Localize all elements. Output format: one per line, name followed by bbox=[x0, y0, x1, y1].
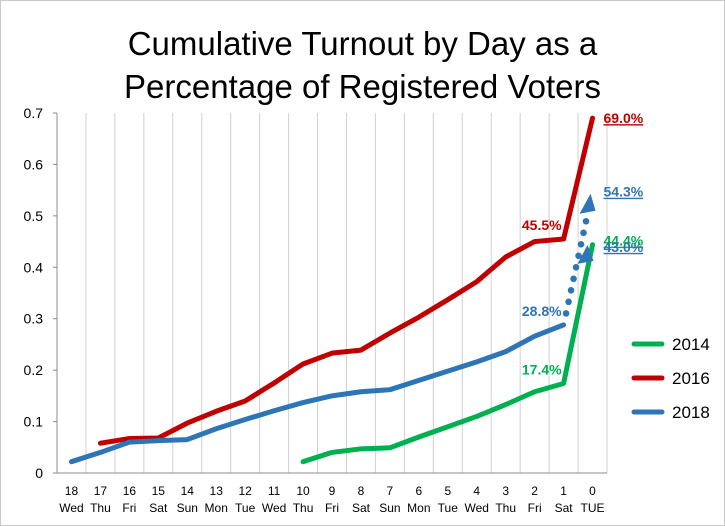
x-tick-weekday: Sat bbox=[352, 501, 371, 515]
x-tick-weekday: Tue bbox=[438, 501, 459, 515]
y-tick-label: 0.6 bbox=[24, 156, 44, 172]
x-tick-weekday: Tue bbox=[235, 501, 256, 515]
x-tick-weekday: Thu bbox=[495, 501, 516, 515]
x-tick-day: 8 bbox=[358, 484, 365, 498]
data-labels: 69.0% 45.5% 54.3% 28.8% 44.4%43.0% 17.4% bbox=[522, 110, 644, 377]
data-label: 54.3% bbox=[604, 184, 644, 200]
grid-lines bbox=[56, 113, 608, 473]
chart-title-line-2: Percentage of Registered Voters bbox=[124, 68, 601, 105]
y-tick-label: 0.5 bbox=[24, 208, 44, 224]
data-label: 28.8% bbox=[522, 303, 562, 319]
data-label: 69.0% bbox=[604, 110, 644, 126]
x-tick-weekday: TUE bbox=[581, 501, 605, 515]
projection-dot-2018 bbox=[582, 217, 590, 225]
projection-arrowhead-2018 bbox=[579, 193, 596, 214]
projection-dot-2018 bbox=[567, 287, 575, 294]
x-tick-day: 3 bbox=[502, 484, 509, 498]
projection-dot-2018 bbox=[570, 275, 577, 283]
series-line-2016 bbox=[97, 115, 596, 446]
axes: 00.10.20.30.40.50.60.718Wed17Thu16Fri15S… bbox=[24, 105, 607, 515]
x-tick-day: 5 bbox=[444, 484, 451, 498]
x-tick-day: 13 bbox=[210, 484, 224, 498]
projection-dot-2018 bbox=[580, 229, 587, 237]
legend-label-2018: 2018 bbox=[672, 403, 710, 422]
projection-dot-2018 bbox=[575, 252, 582, 260]
series-line-2018 bbox=[68, 322, 567, 465]
x-tick-weekday: Thu bbox=[90, 501, 111, 515]
data-label: 43.0% bbox=[604, 239, 644, 255]
x-tick-weekday: Fri bbox=[122, 501, 136, 515]
data-label: 44.4% bbox=[604, 233, 644, 249]
projection-arrowhead-mid-2018 bbox=[577, 244, 594, 264]
x-tick-weekday: Sun bbox=[379, 501, 400, 515]
projection-dot-2018 bbox=[572, 264, 580, 271]
x-tick-weekday: Mon bbox=[407, 501, 430, 515]
legend-label-2016: 2016 bbox=[672, 369, 710, 388]
projection-dot-2018 bbox=[562, 310, 570, 317]
x-tick-day: 2 bbox=[531, 484, 538, 498]
x-tick-weekday: Sat bbox=[149, 501, 168, 515]
x-tick-weekday: Thu bbox=[293, 501, 314, 515]
projection-dot-2018 bbox=[577, 240, 585, 248]
x-tick-weekday: Wed bbox=[59, 501, 83, 515]
y-tick-label: 0.2 bbox=[24, 362, 44, 378]
x-tick-day: 16 bbox=[123, 484, 137, 498]
x-tick-weekday: Sun bbox=[177, 501, 198, 515]
series-lines bbox=[68, 115, 596, 465]
chart-title: Cumulative Turnout by Day as a Percentag… bbox=[0, 22, 725, 108]
legend-label-2014: 2014 bbox=[672, 335, 710, 354]
legend: 2014 2016 2018 bbox=[631, 335, 710, 422]
x-tick-weekday: Wed bbox=[465, 501, 489, 515]
x-tick-weekday: Sat bbox=[555, 501, 574, 515]
y-tick-label: 0 bbox=[35, 465, 43, 481]
x-tick-day: 14 bbox=[181, 484, 195, 498]
x-tick-day: 10 bbox=[296, 484, 310, 498]
x-tick-weekday: Wed bbox=[262, 501, 286, 515]
data-label: 17.4% bbox=[522, 362, 562, 378]
x-tick-day: 11 bbox=[268, 484, 281, 498]
y-tick-label: 0.1 bbox=[24, 414, 44, 430]
x-tick-day: 0 bbox=[589, 484, 596, 498]
y-tick-label: 0.4 bbox=[24, 259, 44, 275]
series-line-2014 bbox=[300, 242, 596, 465]
x-tick-day: 9 bbox=[329, 484, 336, 498]
x-tick-day: 18 bbox=[65, 484, 79, 498]
x-tick-day: 12 bbox=[238, 484, 252, 498]
y-tick-label: 0.3 bbox=[24, 311, 44, 327]
x-tick-day: 17 bbox=[94, 484, 108, 498]
y-tick-label: 0.7 bbox=[24, 105, 44, 121]
x-tick-weekday: Fri bbox=[528, 501, 542, 515]
x-tick-weekday: Mon bbox=[205, 501, 228, 515]
x-tick-day: 4 bbox=[473, 484, 480, 498]
chart-title-line-1: Cumulative Turnout by Day as a bbox=[127, 25, 598, 62]
x-tick-day: 1 bbox=[560, 484, 567, 498]
projection-dot-2018 bbox=[565, 298, 572, 306]
x-tick-day: 7 bbox=[387, 484, 394, 498]
x-tick-weekday: Fri bbox=[325, 501, 339, 515]
x-tick-day: 15 bbox=[152, 484, 166, 498]
x-tick-day: 6 bbox=[415, 484, 422, 498]
data-label: 45.5% bbox=[522, 217, 562, 233]
